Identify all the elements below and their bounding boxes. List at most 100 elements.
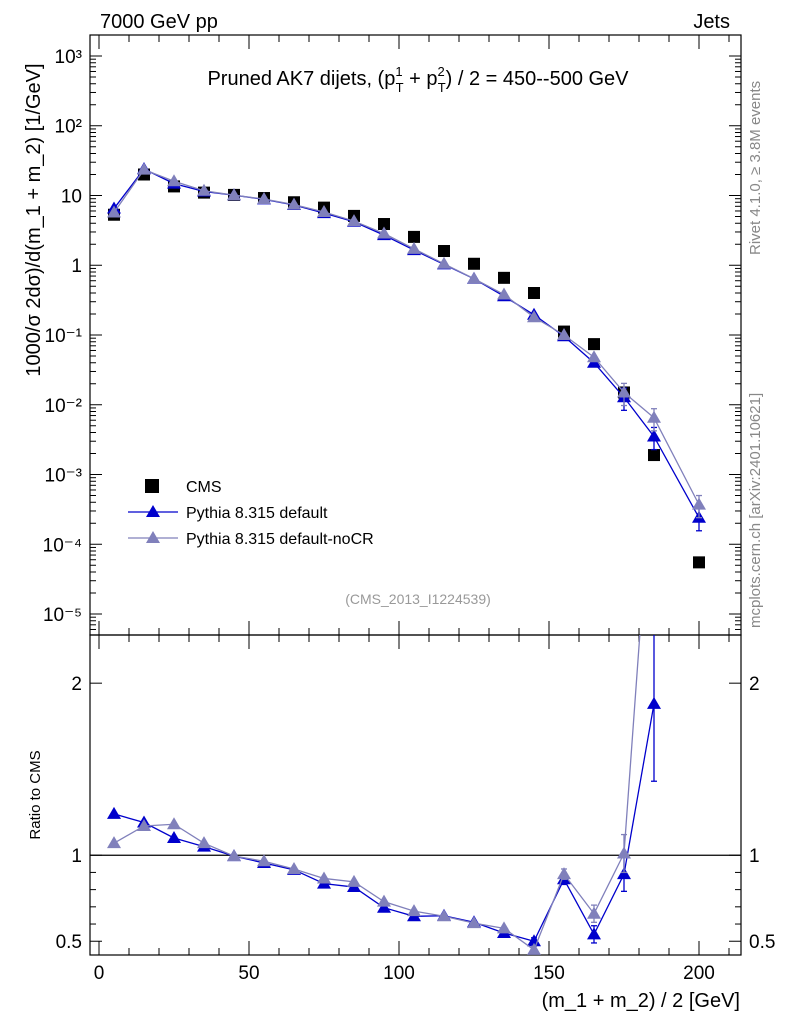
- main-y-tick-label: 10²: [55, 117, 82, 138]
- nocr-data-point: [377, 226, 391, 239]
- ratio-y-tick-label: 2: [71, 674, 82, 695]
- x-tick-label: 100: [383, 963, 415, 984]
- ratio-nocr-point: [347, 874, 361, 887]
- header-left: 7000 GeV pp: [100, 11, 218, 33]
- analysis-id-label: (CMS_2013_I1224539): [345, 591, 491, 607]
- nocr-data-point: [587, 350, 601, 363]
- nocr-data-point: [317, 204, 331, 217]
- legend-nocr-label: Pythia 8.315 default-noCR: [186, 531, 374, 548]
- legend-default-label: Pythia 8.315 default: [186, 505, 328, 522]
- nocr-data-point: [647, 410, 661, 423]
- ratio-nocr-point: [257, 854, 271, 867]
- main-plot-area: [107, 161, 706, 569]
- chart-title: Pruned AK7 dijets, (p1 T + p2 T) / 2 = 450…: [207, 64, 629, 95]
- nocr-data-point: [527, 310, 541, 323]
- header-right: Jets: [693, 11, 730, 33]
- nocr-data-point: [287, 197, 301, 210]
- ratio-default-point: [587, 927, 601, 940]
- ratio-nocr-point: [617, 846, 631, 859]
- nocr-data-point: [407, 241, 421, 254]
- cms-data-point: [648, 449, 660, 462]
- ratio-frame: [89, 634, 742, 956]
- main-y-axis-label: 1000/σ 2dσ)/d(m_1 + m_2) [1/GeV]: [23, 63, 45, 376]
- main-y-tick-label: 10⁻⁵: [43, 605, 82, 626]
- ratio-y-tick-label-right: 1: [749, 846, 760, 867]
- main-y-tick-label: 10⁻²: [45, 396, 83, 417]
- legend-cms-marker: [145, 479, 159, 493]
- x-tick-label: 50: [238, 963, 259, 984]
- x-tick-label: 0: [94, 963, 105, 984]
- default-series-line: [113, 168, 700, 519]
- nocr-data-point: [107, 205, 121, 218]
- legend-cms-label: CMS: [186, 479, 222, 496]
- ratio-nocr-point: [287, 861, 301, 874]
- ratio-nocr-point: [377, 894, 391, 907]
- ratio-y-tick-label: 1: [71, 846, 82, 867]
- ratio-nocr-point: [527, 942, 541, 955]
- ratio-nocr-point: [167, 817, 181, 830]
- nocr-data-point: [617, 385, 631, 398]
- ratio-nocr-point: [197, 836, 211, 849]
- ratio-nocr-point: [407, 904, 421, 917]
- ratio-default-point: [617, 867, 631, 880]
- cms-data-point: [588, 338, 600, 351]
- ratio-nocr-point: [497, 921, 511, 934]
- main-y-tick-label: 10⁻³: [45, 466, 83, 487]
- nocr-data-point: [557, 328, 571, 340]
- legend-nocr-marker: [146, 531, 160, 543]
- ratio-default-point: [527, 934, 541, 947]
- ratio-y-tick-labels: 0.5 0.5 1 1 2 2: [56, 674, 776, 953]
- ratio-default-point: [107, 806, 121, 819]
- nocr-data-point: [437, 256, 451, 269]
- axes-ticks: [90, 34, 741, 955]
- rivet-version-label: Rivet 4.1.0, ≥ 3.8M events: [747, 81, 764, 255]
- ratio-nocr-point: [317, 871, 331, 884]
- main-y-tick-label: 1: [71, 256, 82, 277]
- ratio-nocr-point: [437, 909, 451, 922]
- nocr-data-point: [467, 271, 481, 284]
- nocr-data-point: [197, 183, 211, 196]
- cms-data-point: [408, 230, 420, 243]
- main-y-tick-labels: 10⁻⁵ 10⁻⁴ 10⁻³ 10⁻² 10⁻¹ 1 10 10² 10³: [43, 47, 82, 626]
- ratio-nocr-point: [467, 916, 481, 929]
- cms-data-point: [378, 218, 390, 231]
- nocr-data-point: [137, 162, 151, 175]
- ratio-default-point: [647, 696, 661, 709]
- nocr-series-line: [113, 168, 700, 505]
- mcplots-label: mcplots.cern.ch [arXiv:2401.10621]: [747, 393, 764, 628]
- default-data-point: [647, 429, 661, 442]
- ratio-default-point: [377, 900, 391, 913]
- ratio-nocr-point: [227, 849, 241, 862]
- ratio-y-tick-label: 0.5: [56, 932, 82, 953]
- cms-data-point: [468, 257, 480, 270]
- nocr-data-point: [692, 497, 706, 510]
- ratio-y-axis-label: Ratio to CMS: [27, 750, 44, 839]
- main-y-tick-label: 10⁻⁴: [43, 535, 82, 556]
- ratio-default-point: [167, 831, 181, 844]
- cms-data-point: [498, 271, 510, 284]
- ratio-y-tick-label-right: 0.5: [749, 932, 775, 953]
- ratio-nocr-point: [107, 836, 121, 849]
- ratio-y-tick-label-right: 2: [749, 674, 760, 695]
- main-y-tick-label: 10³: [55, 47, 82, 68]
- nocr-data-point: [347, 214, 361, 227]
- x-tick-labels: 0 50 100 150 200: [94, 963, 715, 984]
- main-y-tick-label: 10: [61, 186, 82, 207]
- cms-data-point: [528, 287, 540, 300]
- x-tick-label: 150: [533, 963, 565, 984]
- ratio-nocr-point: [557, 867, 571, 880]
- ratio-plot-area: [107, 635, 661, 955]
- x-tick-label: 200: [683, 963, 715, 984]
- nocr-data-point: [167, 174, 181, 187]
- cms-data-point: [693, 556, 705, 569]
- ratio-nocr-point: [587, 906, 601, 919]
- legend-default-marker: [146, 505, 160, 517]
- ratio-nocr-point: [137, 818, 151, 831]
- nocr-data-point: [227, 188, 241, 201]
- nocr-data-point: [497, 287, 511, 300]
- main-y-tick-label: 10⁻¹: [45, 326, 83, 347]
- x-axis-label: (m_1 + m_2) / 2 [GeV]: [542, 990, 740, 1012]
- cms-data-point: [438, 245, 450, 258]
- nocr-data-point: [257, 192, 271, 205]
